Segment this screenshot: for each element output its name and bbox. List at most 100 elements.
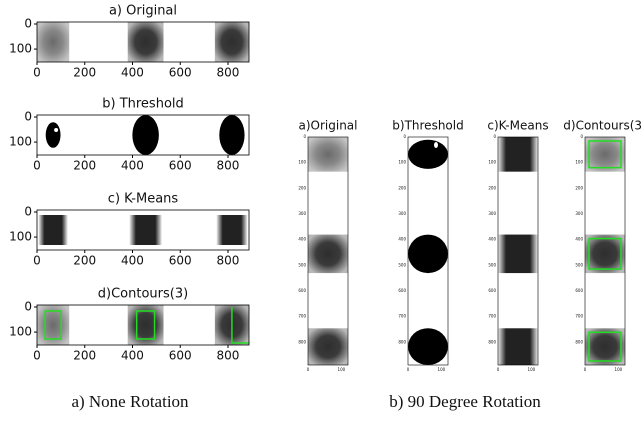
y-tick-label: 300 [398,211,406,216]
contour [588,331,622,362]
y-tick-label: 0 [24,300,32,314]
panel-title: d)Contours(3) [563,119,641,133]
y-tick-label: 200 [488,185,496,190]
caption: b) 90 Degree Rotation [389,392,541,411]
image-block [37,22,70,62]
image-block [308,328,348,365]
y-tick-label: 700 [398,314,406,319]
y-tick-label: 700 [298,314,306,319]
x-tick-label: 0 [33,349,41,363]
caption: a) None Rotation [71,392,189,411]
km-band [498,328,538,365]
y-tick-label: 100 [9,230,32,244]
panel-title: c) K-Means [108,192,179,207]
frame [36,21,250,63]
y-tick-label: 700 [575,314,583,319]
y-tick-label: 700 [488,314,496,319]
x-tick-label: 0 [33,254,41,268]
contour [231,307,249,344]
blob [408,328,448,366]
x-tick-label: 0 [33,66,41,80]
y-tick-label: 400 [398,237,406,242]
blob [408,234,448,274]
y-tick-label: 600 [398,288,406,293]
y-tick-label: 500 [575,262,583,267]
contour [44,310,62,340]
blob [132,115,159,155]
y-tick-label: 800 [575,339,583,344]
image-block [127,22,164,62]
y-tick-label: 300 [488,211,496,216]
y-tick-label: 500 [298,262,306,267]
km-band [129,215,162,245]
x-tick-label: 600 [169,349,192,363]
panel-title: b) Threshold [102,97,184,112]
x-tick-label: 100 [528,367,536,372]
x-tick-label: 800 [217,254,240,268]
x-tick-label: 600 [169,159,192,173]
y-tick-label: 0 [493,134,496,139]
x-tick-label: 800 [217,349,240,363]
y-tick-label: 100 [9,135,32,149]
x-tick-label: 100 [338,367,346,372]
panel-title: c)K-Means [487,119,548,133]
x-tick-label: 100 [438,367,446,372]
x-tick-label: 0 [407,367,410,372]
panel-title: b)Threshold [392,119,463,133]
y-tick-label: 400 [488,237,496,242]
frame [407,136,449,366]
y-tick-label: 800 [298,339,306,344]
y-tick-label: 400 [298,237,306,242]
x-tick-label: 800 [217,66,240,80]
y-tick-label: 300 [575,211,583,216]
x-tick-label: 200 [73,349,96,363]
image-block [214,22,249,62]
y-tick-label: 500 [488,262,496,267]
frame [497,136,539,366]
y-tick-label: 200 [398,185,406,190]
blob [45,122,61,148]
y-tick-label: 200 [298,185,306,190]
y-tick-label: 200 [575,185,583,190]
x-tick-label: 0 [33,159,41,173]
x-tick-label: 100 [615,367,623,372]
x-tick-label: 0 [307,367,310,372]
x-tick-label: 0 [584,367,587,372]
y-tick-label: 0 [580,134,583,139]
y-tick-label: 0 [24,205,32,219]
x-tick-label: 0 [497,367,500,372]
y-tick-label: 100 [9,325,32,339]
y-tick-label: 100 [488,160,496,165]
km-band [498,137,538,172]
y-tick-label: 0 [403,134,406,139]
y-tick-label: 400 [575,237,583,242]
image-block [585,328,625,365]
y-tick-label: 600 [488,288,496,293]
x-tick-label: 200 [73,254,96,268]
panel-title: d)Contours(3) [98,287,188,302]
contour [135,310,156,340]
y-tick-label: 100 [575,160,583,165]
x-tick-label: 600 [169,66,192,80]
x-tick-label: 400 [121,66,144,80]
frame [307,136,349,366]
x-tick-label: 200 [73,159,96,173]
y-tick-label: 800 [488,339,496,344]
panel-title: a)Original [299,119,358,133]
y-tick-label: 300 [298,211,306,216]
blob [408,139,448,169]
contour [588,140,622,169]
y-tick-label: 0 [303,134,306,139]
image-block [308,234,348,274]
y-tick-label: 500 [398,262,406,267]
x-tick-label: 400 [121,254,144,268]
km-band [216,215,248,245]
panel-title: a) Original [109,4,177,19]
image-block [585,234,625,274]
frame [36,114,250,156]
x-tick-label: 400 [121,159,144,173]
y-tick-label: 600 [575,288,583,293]
km-band [498,234,538,274]
hole [434,142,438,148]
